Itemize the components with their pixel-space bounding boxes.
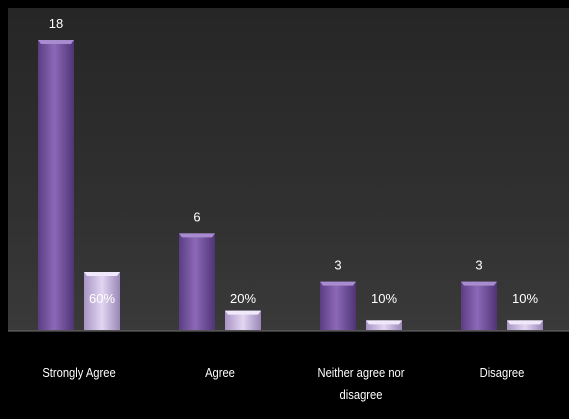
bar-count [38, 40, 74, 330]
x-tick-label: Neither agree nor disagree [301, 362, 421, 406]
data-label-count: 6 [193, 209, 200, 224]
data-label-percent: 20% [230, 291, 256, 306]
x-tick-label: Disagree [442, 362, 562, 384]
x-tick-label: Strongly Agree [19, 362, 139, 384]
bar-percent [366, 320, 402, 330]
data-label-percent: 10% [371, 291, 397, 306]
x-tick-label-line: Neither agree nor [317, 365, 405, 380]
data-label-percent: 60% [89, 291, 115, 306]
x-tick-label-line: Disagree [479, 365, 525, 380]
bar-percent [84, 272, 120, 330]
bar-count [179, 233, 215, 330]
x-tick-label-line: Strongly Agree [42, 365, 116, 380]
x-tick-label-line: disagree [339, 387, 383, 402]
data-label-percent: 10% [512, 291, 538, 306]
x-tick-label-line: Agree [205, 365, 235, 380]
bar-count [320, 281, 356, 330]
bar-count [461, 281, 497, 330]
x-tick-label: Agree [160, 362, 280, 384]
bar-percent [225, 310, 261, 330]
data-label-count: 3 [475, 258, 482, 273]
bar-percent [507, 320, 543, 330]
data-label-count: 3 [334, 258, 341, 273]
data-label-count: 18 [49, 16, 63, 31]
